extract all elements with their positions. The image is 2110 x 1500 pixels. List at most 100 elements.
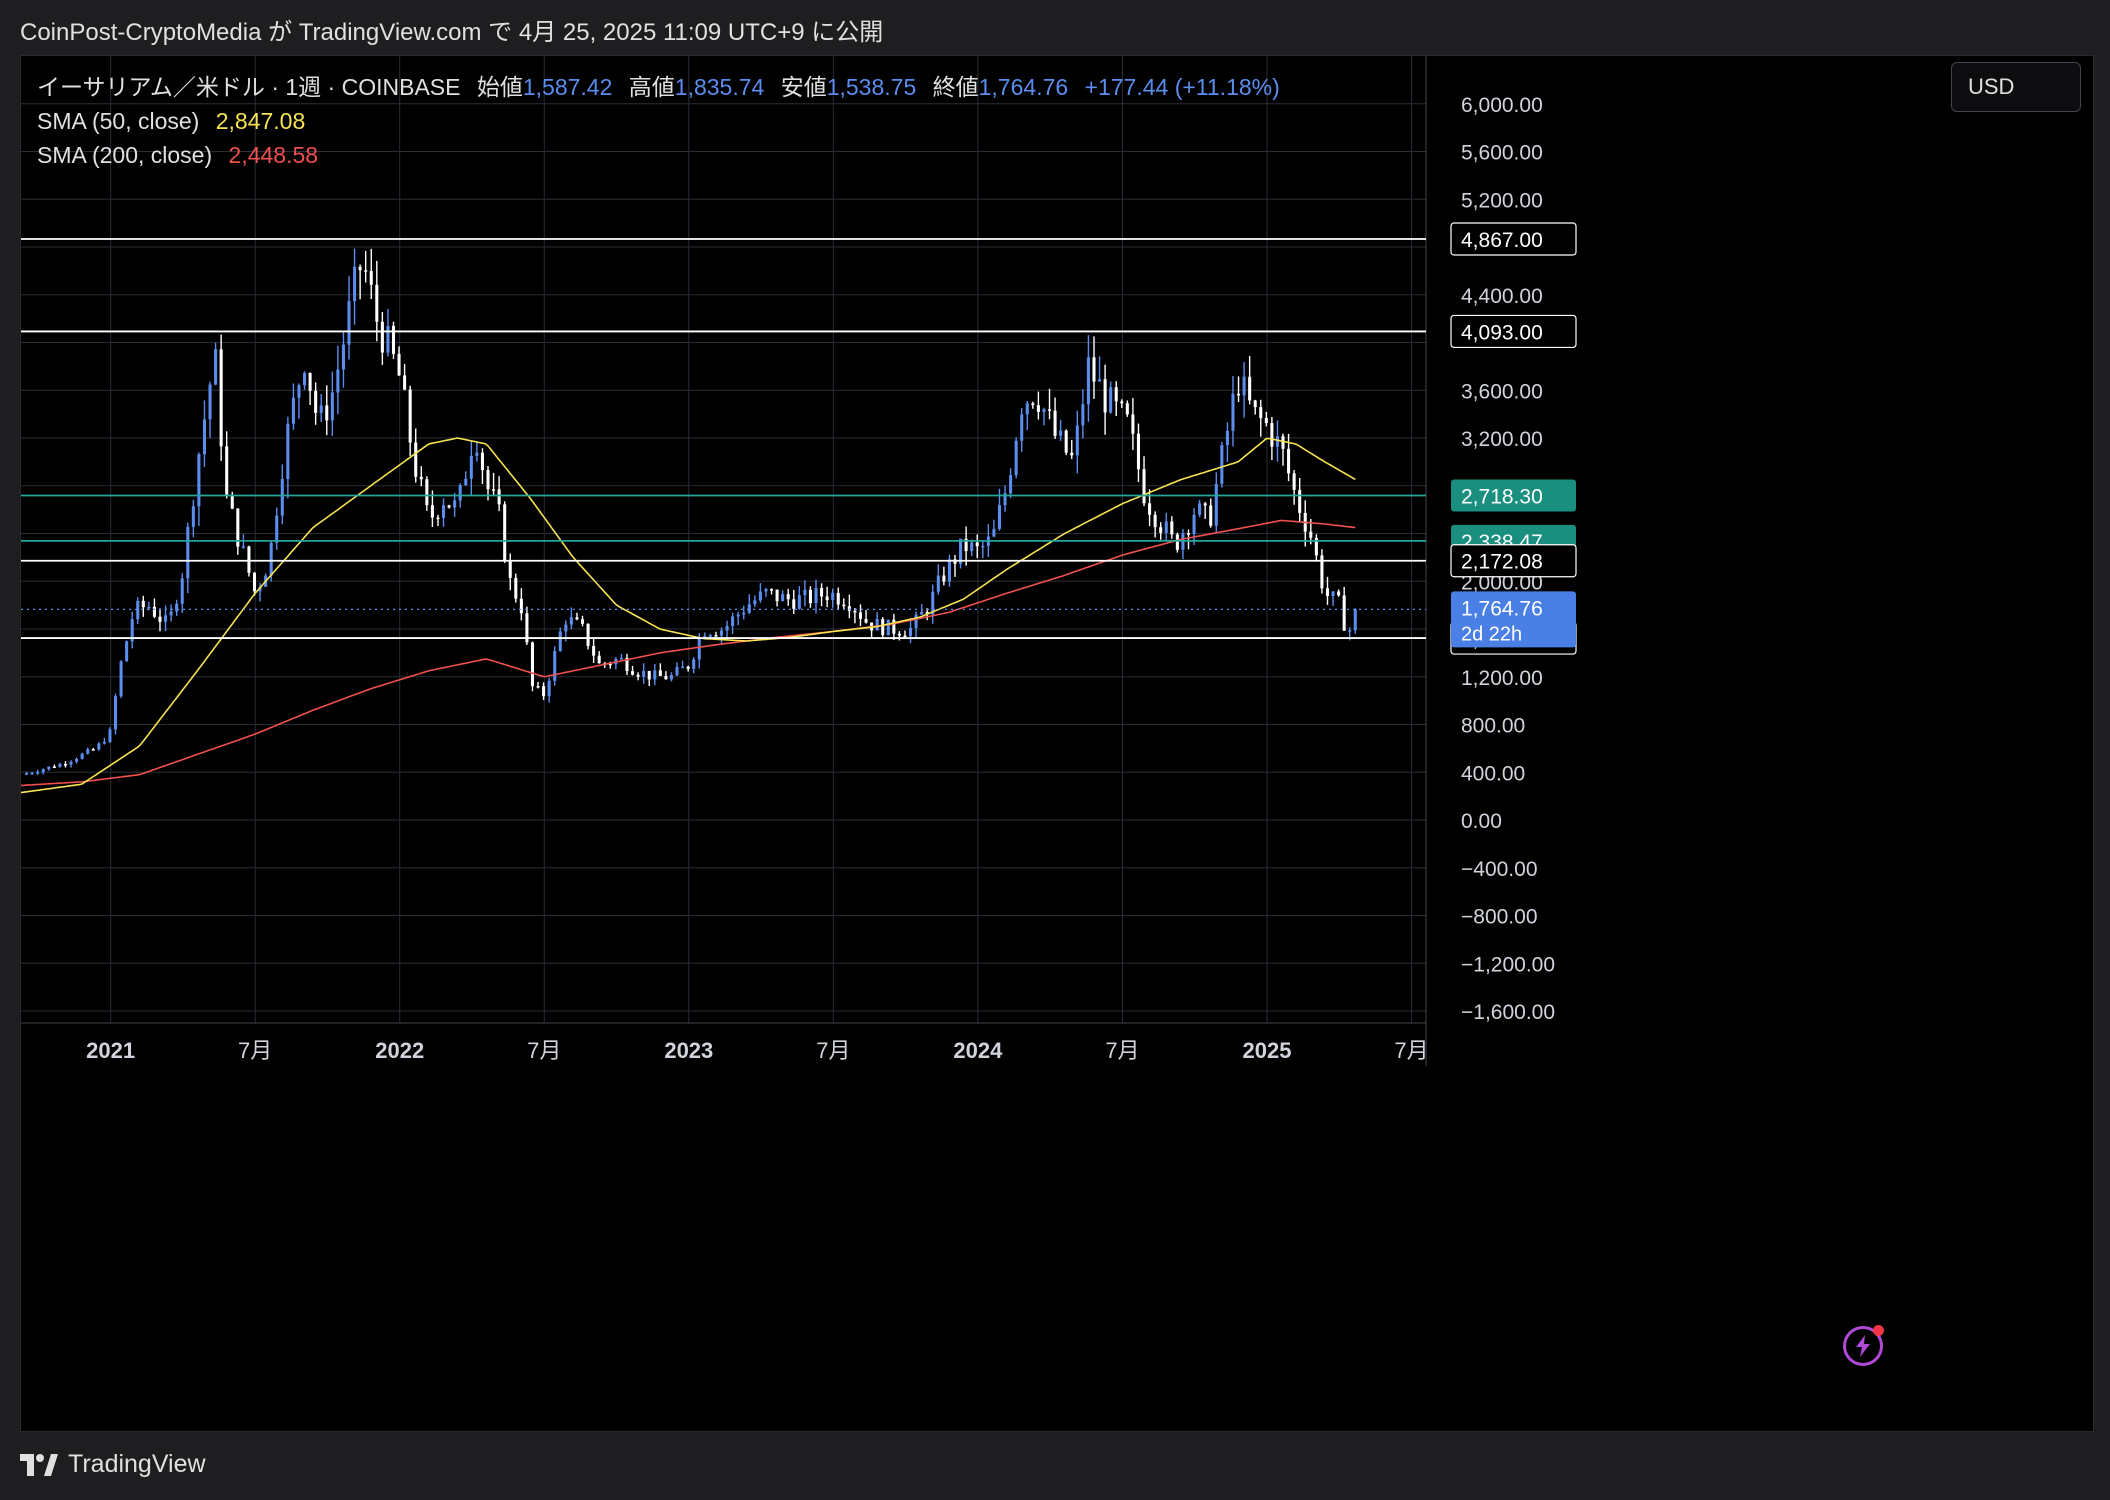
- level-badge: [1450, 314, 1577, 349]
- candle-body: [686, 666, 690, 669]
- currency-button[interactable]: USD: [1951, 62, 2081, 112]
- countdown-label: 2d 22h: [1461, 623, 1522, 645]
- y-tick-label: 0.00: [1461, 810, 1502, 833]
- candle-body: [747, 604, 751, 613]
- candle-body: [141, 600, 145, 608]
- price-chart[interactable]: 6,000.00 5,600.00 5,200.00 4,400.00 3,600.00…: [21, 56, 2093, 1431]
- candle-body: [91, 749, 95, 751]
- candle-body: [119, 661, 123, 697]
- candle-body: [52, 766, 56, 769]
- candle-body: [269, 542, 273, 576]
- candle-body: [1148, 503, 1152, 515]
- candle-body: [1075, 425, 1079, 456]
- open-value: 1,587.42: [522, 74, 613, 100]
- candle-body: [814, 588, 818, 604]
- ohlc-row: イーサリアム／米ドル · 1週 · COINBASE 始値1,587.42 高値…: [37, 70, 1280, 104]
- candle-body: [514, 577, 518, 599]
- candle-body: [319, 405, 323, 413]
- notification-dot: [1873, 1325, 1884, 1336]
- x-tick-label: 2022: [375, 1038, 424, 1063]
- candle-body: [820, 588, 824, 597]
- y-tick-label: 3,200.00: [1461, 428, 1543, 451]
- candle-body: [608, 663, 612, 666]
- sma200-row[interactable]: SMA (200, close) 2,448.58: [37, 138, 1280, 172]
- candle-body: [219, 349, 223, 447]
- candle-body: [781, 594, 785, 602]
- candle-body: [214, 349, 218, 385]
- candle-body: [764, 589, 768, 592]
- publish-credit: CoinPost-CryptoMedia が TradingView.com で…: [20, 19, 884, 46]
- symbol-label[interactable]: イーサリアム／米ドル · 1週 · COINBASE: [37, 74, 461, 100]
- candle-body: [369, 270, 373, 285]
- candle-body: [797, 595, 801, 609]
- candle-body: [436, 517, 440, 520]
- footer-brand[interactable]: TradingView: [20, 1450, 206, 1479]
- candle-body: [147, 606, 151, 609]
- candle-body: [497, 489, 501, 505]
- candle-body: [675, 667, 679, 676]
- candle-body: [397, 353, 401, 376]
- candle-body: [542, 686, 546, 697]
- x-tick-label: 7月: [1105, 1038, 1139, 1063]
- candle-body: [753, 600, 757, 605]
- candle-body: [102, 741, 106, 744]
- candle-body: [475, 452, 479, 456]
- candle-body: [175, 603, 179, 612]
- chart-panel[interactable]: 6,000.00 5,600.00 5,200.00 4,400.00 3,600.00…: [20, 55, 2094, 1432]
- candle-body: [1153, 514, 1157, 528]
- candle-body: [314, 390, 318, 413]
- last-price-label: 1,764.76: [1461, 597, 1543, 620]
- candle-body: [842, 604, 846, 607]
- lightning-alert-icon[interactable]: [1843, 1325, 1884, 1366]
- candle-body: [947, 559, 951, 582]
- candle-body: [525, 613, 529, 643]
- candle-body: [920, 611, 924, 615]
- candle-body: [86, 749, 90, 754]
- candle-body: [736, 614, 740, 617]
- candle-body: [308, 372, 312, 391]
- candle-body: [414, 442, 418, 477]
- sma50-row[interactable]: SMA (50, close) 2,847.08: [37, 104, 1280, 138]
- candle-body: [130, 619, 134, 642]
- candle-body: [503, 504, 507, 562]
- candle-body: [492, 489, 496, 491]
- open-label: 始値: [476, 74, 523, 100]
- tradingview-logo-icon: [20, 1453, 58, 1476]
- candle-body: [1098, 379, 1102, 382]
- x-tick-label: 7月: [238, 1038, 272, 1063]
- candle-body: [1281, 436, 1285, 449]
- candle-body: [942, 575, 946, 582]
- candle-body: [1014, 440, 1018, 476]
- candle-body: [658, 670, 662, 676]
- candle-body: [469, 455, 473, 479]
- low-value: 1,538.75: [826, 74, 917, 100]
- candle-body: [569, 617, 573, 625]
- candle-body: [325, 405, 329, 421]
- candle-body: [1248, 376, 1252, 401]
- candle-body: [803, 589, 807, 596]
- candle-body: [236, 508, 240, 547]
- x-tick-label: 2025: [1243, 1038, 1292, 1063]
- candle-body: [697, 638, 701, 660]
- candle-body: [1264, 418, 1268, 424]
- candle-body: [97, 743, 101, 750]
- candle-body: [864, 618, 868, 623]
- candle-body: [1342, 595, 1346, 631]
- high-value: 1,835.74: [674, 74, 765, 100]
- candle-body: [25, 773, 29, 775]
- y-tick-label: −1,200.00: [1461, 953, 1555, 976]
- candle-body: [1242, 376, 1246, 396]
- x-tick-label: 2023: [664, 1038, 713, 1063]
- candle-body: [364, 270, 368, 272]
- candle-body: [63, 764, 68, 766]
- y-tick-label: 5,600.00: [1461, 142, 1543, 165]
- y-tick-label: 800.00: [1461, 715, 1525, 738]
- candle-body: [1220, 445, 1224, 484]
- candle-body: [959, 538, 963, 564]
- candle-body: [1025, 403, 1029, 415]
- sma50-value: 2,847.08: [215, 108, 306, 134]
- candle-body: [197, 454, 201, 507]
- sma200-value: 2,448.58: [228, 142, 319, 168]
- candle-body: [1070, 452, 1074, 456]
- candle-body: [169, 611, 173, 616]
